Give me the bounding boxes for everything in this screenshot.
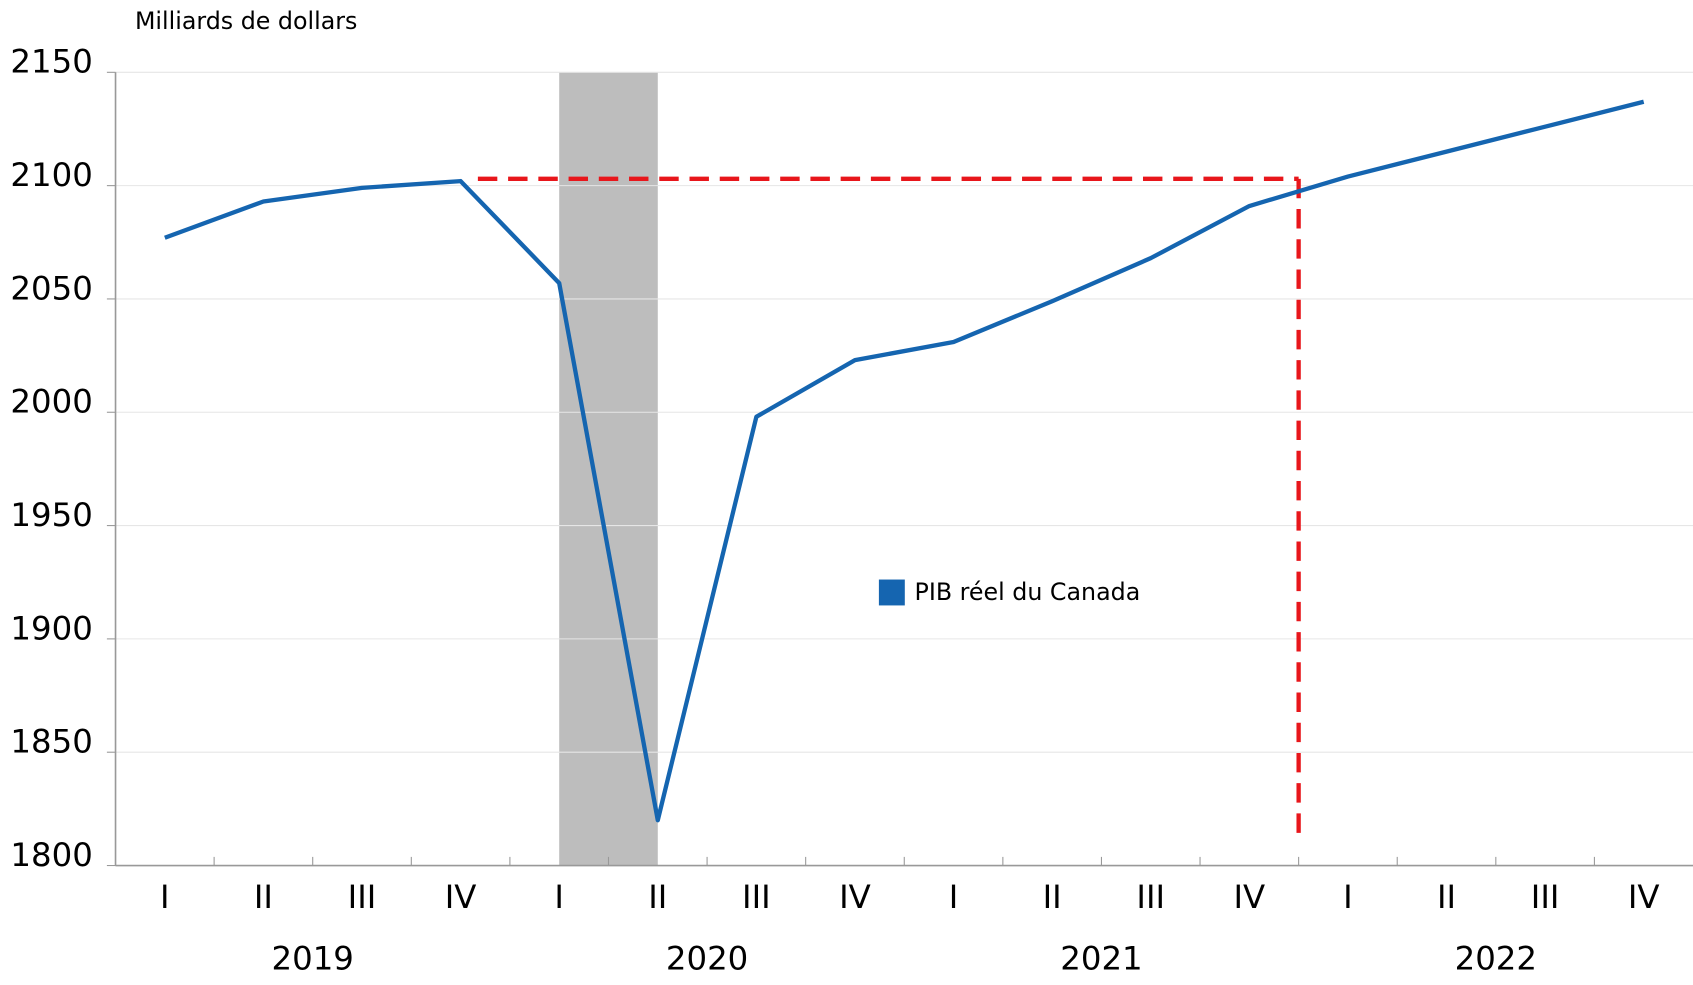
x-group-label: 2021 (1060, 940, 1142, 978)
legend-swatch (878, 579, 905, 606)
x-tick-label: III (742, 878, 771, 916)
x-tick-label: II (648, 878, 667, 916)
data-line (164, 99, 1645, 823)
x-tick-label: III (348, 878, 377, 916)
x-tick-label: I (160, 878, 170, 916)
x-group-label: 2022 (1455, 940, 1537, 978)
y-tick-label: 1950 (10, 496, 92, 534)
x-tick-label: I (1343, 878, 1353, 916)
x-tick-label: IV (839, 878, 871, 916)
y-tick-label: 2100 (10, 156, 92, 194)
y-tick-label: 1900 (10, 609, 92, 647)
x-tick-label: IV (445, 878, 477, 916)
y-tick-label: 1850 (10, 723, 92, 761)
x-tick-label: II (254, 878, 273, 916)
y-axis-label: Milliards de dollars (135, 7, 357, 35)
x-tick-label: IV (1628, 878, 1660, 916)
x-tick-label: IV (1233, 878, 1265, 916)
y-tick-label: 2000 (10, 383, 92, 421)
x-tick-label: III (1136, 878, 1165, 916)
x-tick-label: I (949, 878, 959, 916)
x-tick-label: I (554, 878, 564, 916)
legend-label: PIB réel du Canada (915, 578, 1141, 606)
y-tick-label: 1800 (10, 836, 92, 874)
y-tick-label: 2050 (10, 269, 92, 307)
y-tick-label: 2150 (10, 43, 92, 81)
x-group-label: 2020 (666, 940, 748, 978)
x-tick-label: II (1437, 878, 1456, 916)
x-tick-label: III (1531, 878, 1560, 916)
x-tick-label: II (1043, 878, 1062, 916)
x-group-label: 2019 (272, 940, 354, 978)
